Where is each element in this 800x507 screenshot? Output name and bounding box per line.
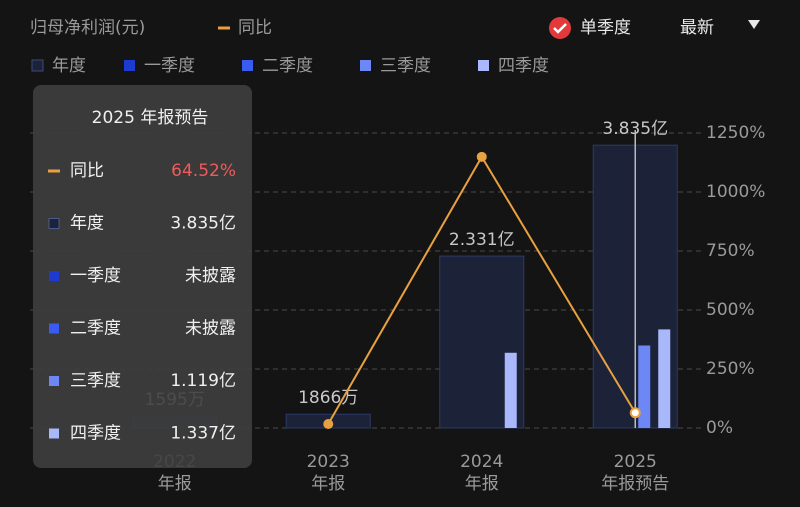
tooltip-value: 未披露 [185,266,236,286]
y2-tick-label: 250% [706,359,755,379]
legend-label: 同比 [238,18,272,38]
tooltip-label: 同比 [70,161,104,181]
legend-label: 三季度 [380,56,431,76]
legend-swatch [124,60,135,71]
dropdown-arrow[interactable] [748,20,760,29]
tooltip-value: 未披露 [185,319,236,339]
x-tick-label: 2024 年报 [460,452,503,494]
checkbox-label[interactable]: 单季度 [580,18,631,38]
yoy-point [629,407,641,419]
y2-tick-label: 1250% [706,123,765,143]
quarter-bar [658,329,671,428]
y2-tick-label: 500% [706,300,755,320]
legend-swatch [360,60,371,71]
legend-swatch [242,60,253,71]
tooltip-swatch [49,323,59,334]
legend-label: 一季度 [144,56,195,76]
y2-tick-label: 0% [706,418,733,438]
check-icon [553,23,567,34]
tooltip-swatch [49,428,59,439]
x-tick-label: 2025 年报预告 [601,452,669,494]
tooltip-label: 年度 [70,214,104,234]
yoy-point [323,418,334,429]
tooltip-label: 四季度 [70,424,121,444]
x-tick-label: 2023 年报 [307,452,350,494]
checkbox[interactable] [549,17,571,39]
y2-tick-label: 750% [706,241,755,261]
tooltip-value: 64.52% [171,161,236,181]
data-label: 3.835亿 [602,119,668,139]
legend-label: 二季度 [262,56,313,76]
quarter-bar [504,352,517,428]
chart-title: 归母净利润(元) [30,18,145,38]
yoy-point [476,151,487,162]
data-label: 2.331亿 [449,230,515,250]
quarter-bar [638,345,651,428]
legend-swatch [478,60,489,71]
tooltip-swatch [49,271,59,281]
tooltip-label: 三季度 [70,371,121,391]
tooltip-swatch [49,376,59,386]
tooltip-label: 一季度 [70,266,121,286]
y2-tick-label: 1000% [706,182,765,202]
tooltip-label: 二季度 [70,319,121,339]
legend-label: 年度 [52,56,86,76]
data-label: 1866万 [298,388,358,408]
tooltip-title: 2025 年报预告 [92,108,209,128]
tooltip-box [33,85,252,468]
tooltip-value: 3.835亿 [170,214,236,234]
tooltip-value: 1.337亿 [170,424,236,444]
legend-swatch [31,59,44,72]
dropdown-label[interactable]: 最新 [680,18,714,38]
legend-label: 四季度 [498,56,549,76]
tooltip-swatch [48,218,60,229]
tooltip-value: 1.119亿 [170,371,236,391]
